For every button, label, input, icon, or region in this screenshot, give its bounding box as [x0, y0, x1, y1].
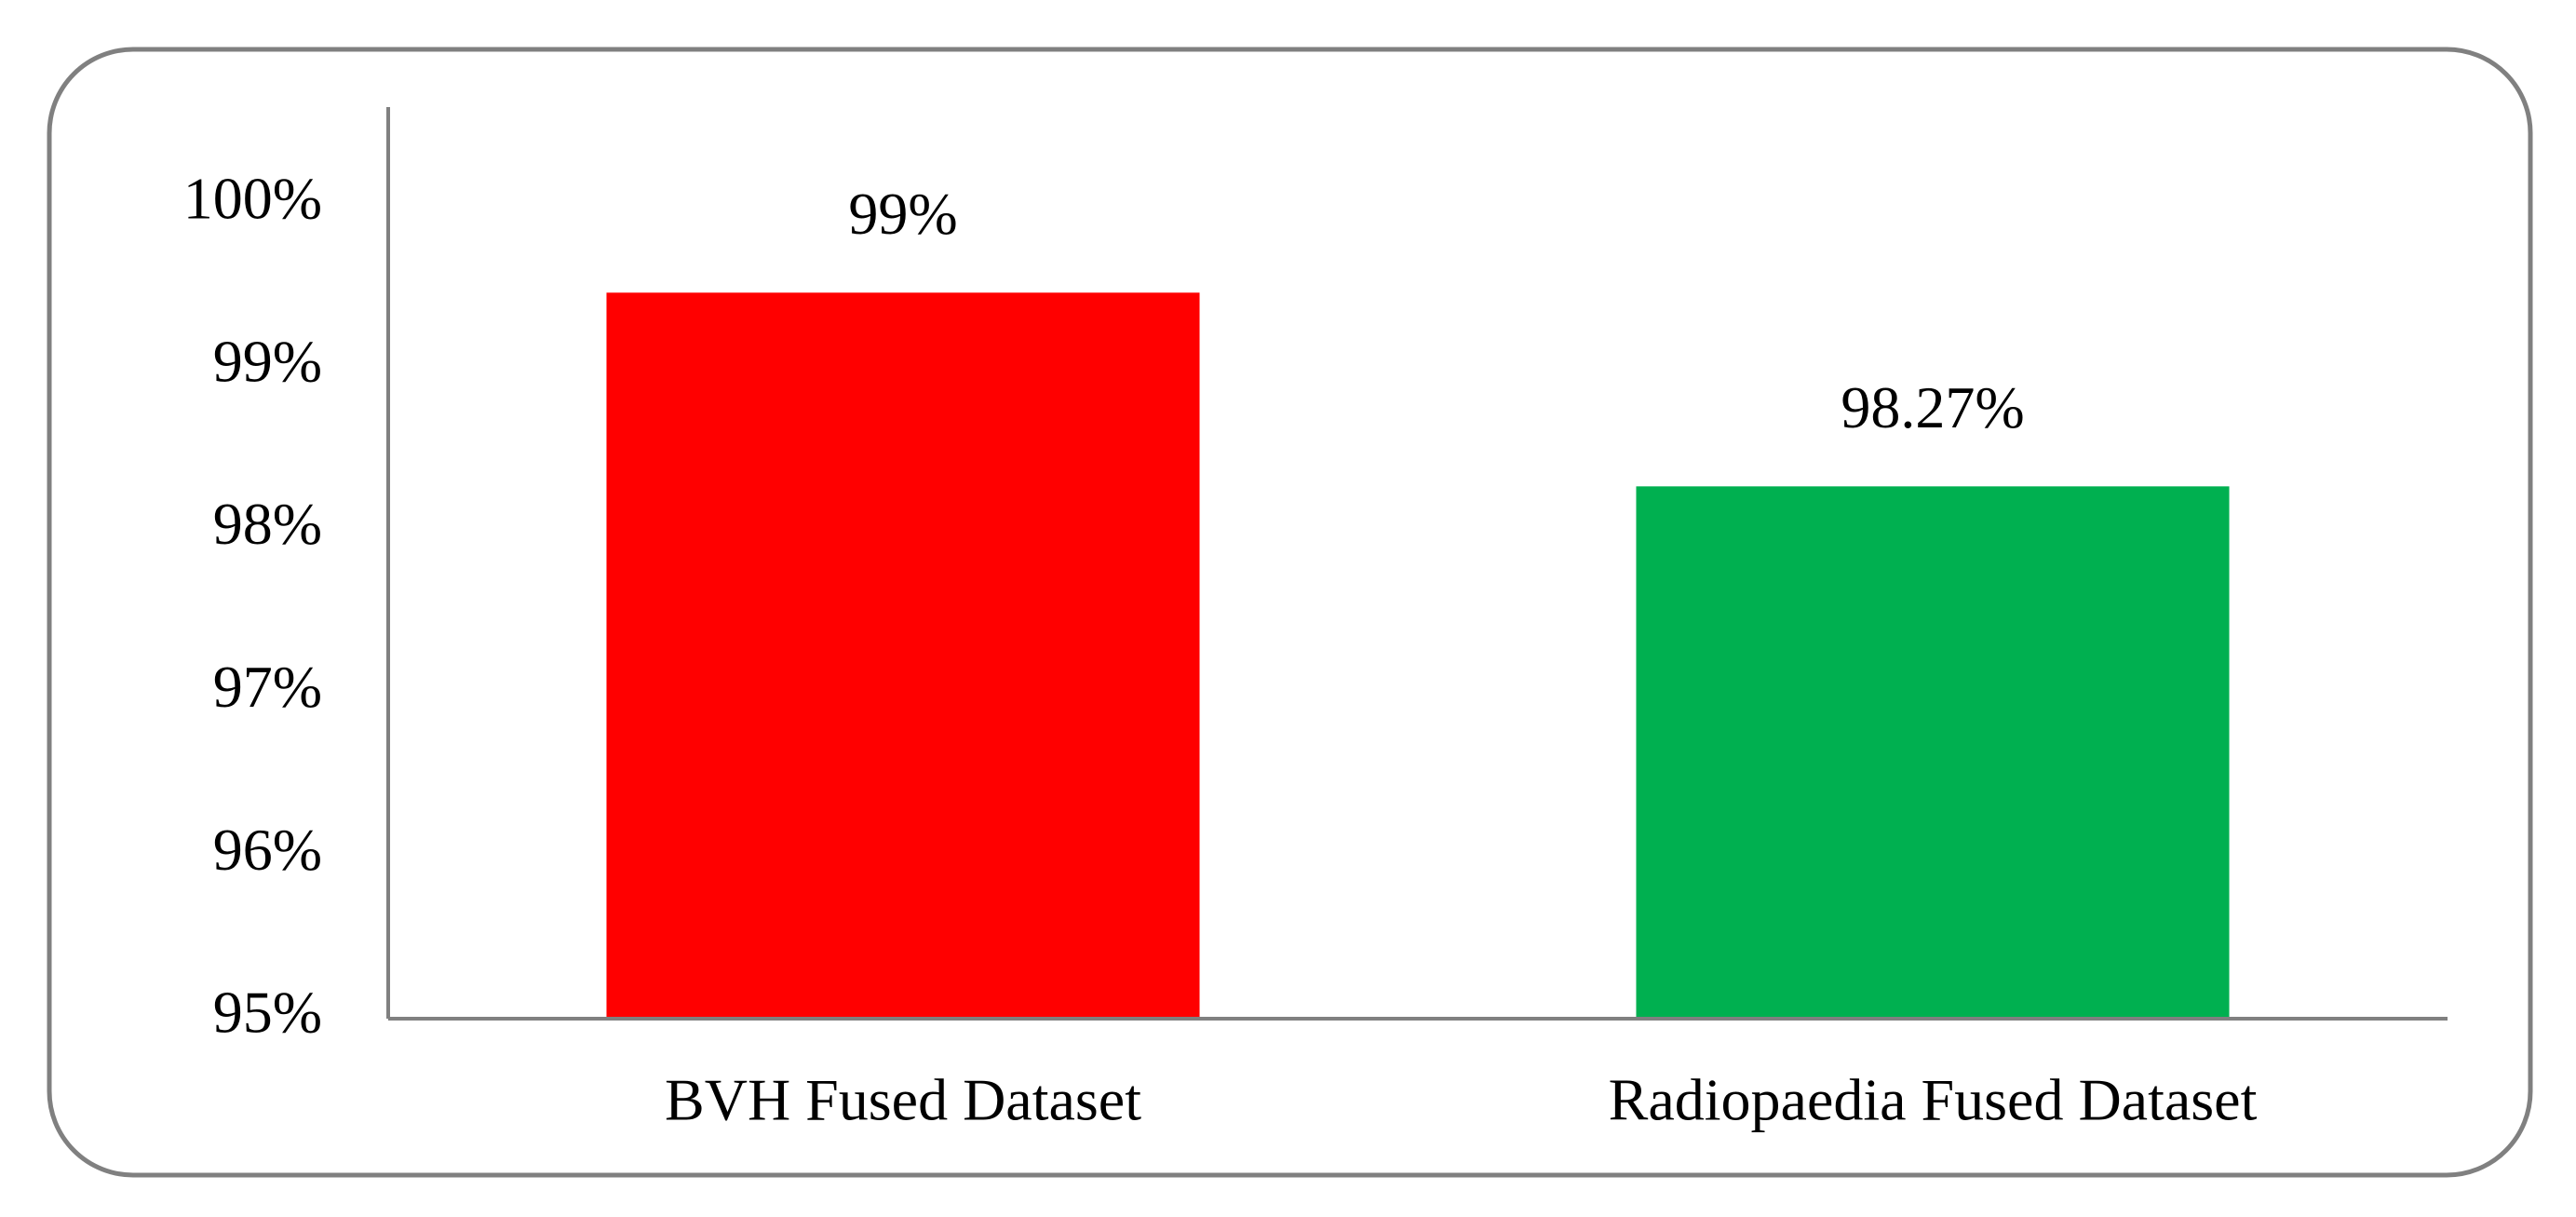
y-tick-label: 98%: [213, 491, 322, 557]
y-tick-label: 99%: [213, 328, 322, 394]
y-tick-label: 95%: [213, 980, 322, 1046]
bar: [1636, 486, 2230, 1019]
data-label: 98.27%: [1841, 374, 2024, 440]
x-tick-label: Radiopaedia Fused Dataset: [1609, 1067, 2258, 1133]
y-tick-label: 97%: [213, 654, 322, 720]
bar: [606, 292, 1200, 1020]
x-tick-label: BVH Fused Dataset: [665, 1067, 1141, 1133]
y-tick-label: 100%: [183, 166, 322, 232]
data-label: 99%: [848, 181, 957, 247]
y-tick-label: 96%: [213, 817, 322, 883]
